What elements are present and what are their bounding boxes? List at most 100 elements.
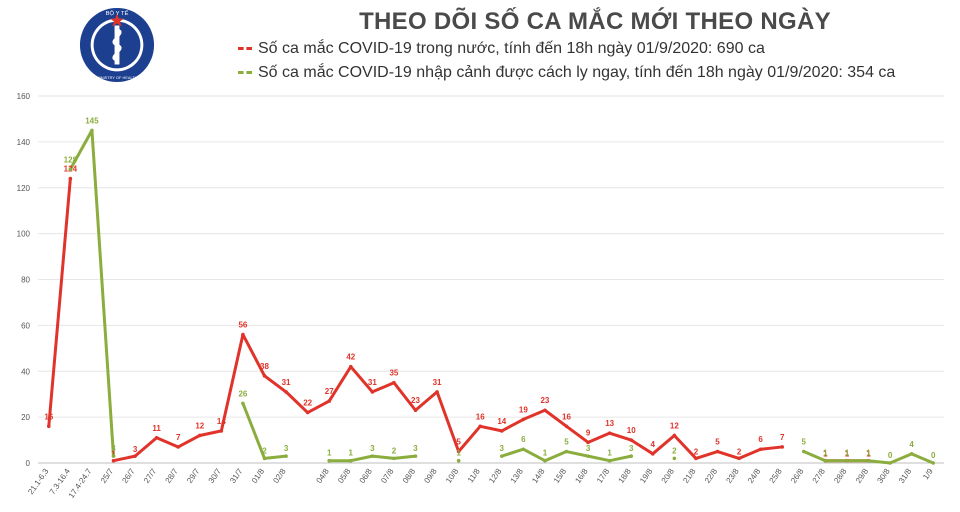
data-label-1: 42: [346, 353, 355, 362]
data-label-2: 1: [456, 449, 461, 458]
data-point-1: [262, 374, 267, 378]
x-tick-label: 04/8: [315, 467, 332, 485]
data-label-1: 5: [456, 438, 461, 447]
data-label-1: 12: [670, 421, 679, 430]
data-point-1: [586, 440, 590, 445]
x-tick-label: 10/8: [444, 467, 461, 485]
data-point-1: [154, 435, 159, 440]
data-label-1: 14: [497, 417, 506, 426]
x-tick-label: 23/8: [724, 467, 741, 485]
data-point-2: [866, 458, 871, 463]
data-point-1: [758, 447, 763, 452]
y-tick-label: 140: [17, 138, 31, 147]
data-point-2: [499, 454, 504, 458]
data-point-1: [478, 424, 483, 429]
data-point-2: [90, 128, 94, 133]
data-label-1: 31: [282, 378, 291, 387]
series-line-2: [68, 128, 115, 458]
x-tick-label: 14/8: [530, 467, 547, 485]
x-tick-label: 25/7: [99, 467, 116, 485]
data-label-2: 128: [64, 155, 78, 164]
ministry-of-health-logo: BỘ Y TẾ MINISTRY OF HEALTH: [79, 7, 155, 83]
data-point-2: [456, 458, 461, 463]
x-tick-label: 07/8: [379, 467, 396, 485]
x-tick-label: 18/8: [617, 467, 634, 485]
data-point-2: [111, 454, 116, 458]
data-point-2: [888, 461, 892, 465]
data-label-1: 27: [325, 387, 334, 396]
data-label-1: 22: [303, 399, 312, 408]
data-point-1: [499, 429, 504, 433]
x-tick-label: 12/8: [487, 467, 504, 485]
legend-item-imported: Số ca mắc COVID-19 nhập cảnh được cách l…: [238, 64, 895, 82]
series-line-1: [47, 177, 72, 428]
x-tick-label: 28/7: [164, 467, 181, 485]
data-point-2: [284, 454, 288, 458]
x-tick-label: 25/8: [768, 467, 785, 485]
y-tick-label: 100: [17, 230, 31, 239]
data-label-2: 5: [564, 438, 569, 447]
data-point-2: [586, 454, 590, 458]
data-point-2: [68, 167, 73, 172]
data-point-2: [543, 458, 547, 463]
data-point-1: [241, 332, 245, 337]
data-point-2: [413, 454, 418, 458]
data-point-1: [629, 438, 634, 442]
data-label-2: 1: [845, 449, 850, 458]
data-point-1: [456, 449, 461, 454]
y-tick-label: 80: [21, 276, 30, 285]
data-point-1: [46, 424, 51, 429]
data-label-1: 5: [715, 438, 720, 447]
data-point-1: [543, 408, 547, 413]
y-tick-label: 20: [21, 413, 30, 422]
data-point-1: [564, 424, 569, 429]
x-tick-label: 26/7: [120, 467, 137, 485]
x-tick-label: 21.1-6.3: [26, 467, 51, 497]
data-label-1: 14: [217, 417, 226, 426]
data-label-2: 4: [909, 440, 914, 449]
data-label-1: 2: [694, 447, 699, 456]
data-point-1: [111, 458, 116, 463]
data-point-2: [607, 458, 612, 463]
data-point-2: [823, 458, 828, 463]
logo-org-text: BỘ Y TẾ: [106, 10, 129, 17]
data-label-2: 5: [802, 438, 807, 447]
data-point-1: [327, 399, 332, 403]
data-label-1: 35: [389, 369, 398, 378]
data-point-1: [521, 417, 526, 422]
data-label-2: 26: [238, 389, 247, 398]
data-label-1: 4: [651, 440, 656, 449]
data-point-1: [435, 390, 439, 394]
data-label-1: 3: [133, 445, 138, 454]
legend-label-imported: Số ca mắc COVID-19 nhập cảnh được cách l…: [258, 64, 896, 81]
x-tick-label: 01/8: [250, 467, 267, 485]
x-tick-label: 31/8: [897, 467, 914, 485]
data-label-1: 16: [476, 412, 485, 421]
data-point-1: [133, 454, 137, 458]
data-label-1: 23: [411, 396, 420, 405]
x-tick-label: 19/8: [638, 467, 655, 485]
x-tick-label: 29/7: [185, 467, 202, 485]
data-point-2: [801, 449, 806, 454]
data-point-2: [564, 449, 569, 454]
x-tick-label: 27/8: [811, 467, 828, 485]
data-point-2: [327, 458, 332, 463]
data-point-2: [845, 458, 849, 463]
data-label-2: 1: [823, 449, 828, 458]
data-point-2: [370, 454, 375, 458]
x-tick-label: 16/8: [573, 467, 590, 485]
data-label-2: 1: [327, 449, 332, 458]
data-point-1: [197, 433, 202, 438]
data-label-2: 1: [866, 449, 871, 458]
data-label-1: 56: [238, 321, 247, 330]
data-label-1: 19: [519, 405, 528, 414]
data-label-1: 6: [758, 435, 763, 444]
x-tick-label: 15/8: [552, 467, 569, 485]
data-label-1: 10: [627, 426, 636, 435]
data-point-1: [176, 445, 181, 449]
y-tick-label: 160: [17, 92, 31, 101]
data-label-1: 38: [260, 362, 269, 371]
data-label-1: 1: [111, 450, 116, 459]
y-tick-label: 120: [17, 184, 31, 193]
x-tick-label: 02/8: [271, 467, 288, 485]
